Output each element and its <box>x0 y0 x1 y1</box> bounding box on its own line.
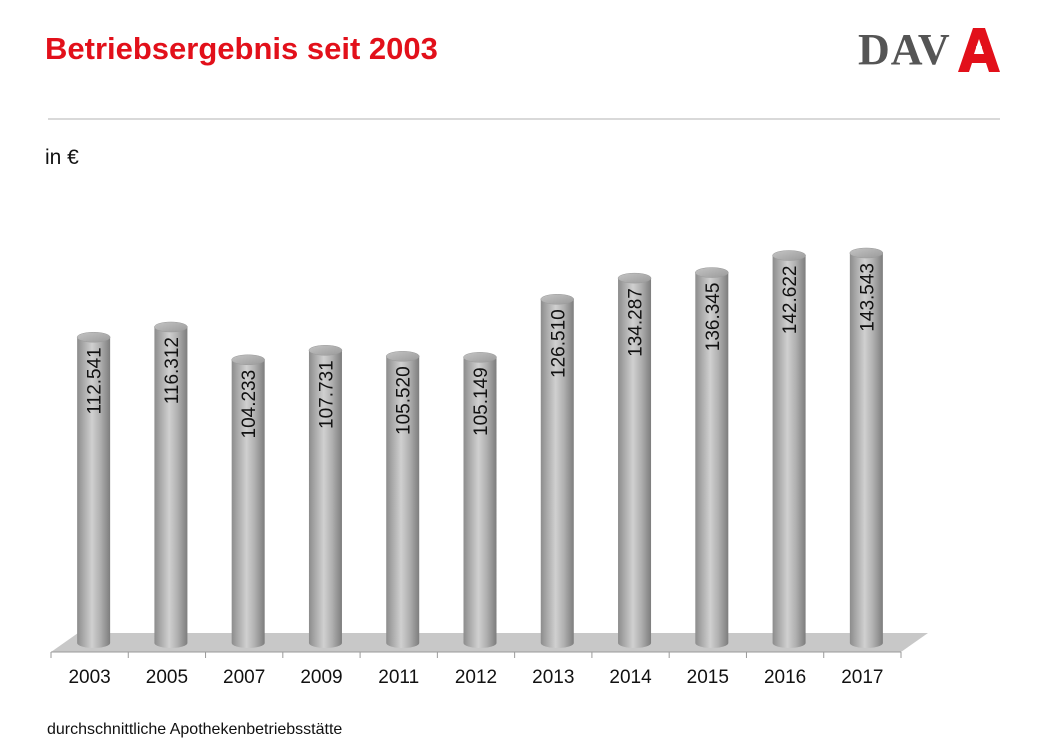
value-label: 126.510 <box>548 309 569 378</box>
bar-body <box>695 272 729 648</box>
bar-2005 <box>154 321 188 648</box>
value-label: 105.520 <box>394 366 415 435</box>
value-label: 136.345 <box>703 283 724 352</box>
footnote: durchschnittliche Apothekenbetriebsstätt… <box>47 721 343 738</box>
value-label: 112.541 <box>85 347 106 414</box>
dav-logo: DAV <box>858 26 1008 78</box>
bar-cap <box>154 321 188 333</box>
category-label: 2005 <box>146 667 188 688</box>
category-label: 2016 <box>764 667 806 688</box>
bar-2013 <box>540 294 575 648</box>
bar-cap <box>385 351 420 362</box>
bar-2003 <box>76 331 111 648</box>
bar-body <box>154 326 188 648</box>
value-label: 142.622 <box>780 266 801 335</box>
category-label: 2013 <box>532 667 574 688</box>
bar-body <box>849 253 883 648</box>
bar-cap <box>695 267 729 278</box>
bar-cap <box>231 354 265 366</box>
category-label: 2014 <box>609 667 652 688</box>
bar-2009 <box>308 345 343 648</box>
bar-cap <box>540 294 575 305</box>
header-divider <box>48 118 1000 120</box>
bar-cap <box>849 247 884 259</box>
category-label: 2011 <box>378 667 419 688</box>
category-label: 2009 <box>300 667 342 688</box>
category-label: 2003 <box>68 667 110 688</box>
unit-label: in € <box>45 146 79 169</box>
bar-body <box>77 337 111 648</box>
bar-body <box>540 299 574 648</box>
apotheke-a-icon <box>958 28 1000 72</box>
category-label: 2007 <box>223 667 265 688</box>
logo-text: DAV <box>858 25 951 74</box>
bar-body <box>231 359 265 648</box>
value-label: 116.312 <box>162 337 183 404</box>
bar-body <box>308 350 342 648</box>
bar-body <box>463 357 497 648</box>
page-title: Betriebsergebnis seit 2003 <box>45 31 438 66</box>
category-label: 2012 <box>455 667 497 688</box>
bar-2012 <box>463 352 497 648</box>
value-label: 104.233 <box>239 370 260 439</box>
bar-cap <box>308 345 343 356</box>
bar-2015 <box>695 267 729 648</box>
bar-2017 <box>849 247 884 648</box>
bar-cap <box>463 352 497 363</box>
value-label: 134.287 <box>626 288 647 357</box>
bar-cap <box>76 331 111 343</box>
value-label: 105.149 <box>471 367 492 436</box>
value-label: 143.543 <box>857 263 878 332</box>
category-label: 2017 <box>841 667 883 688</box>
bar-2016 <box>772 250 806 648</box>
bar-2014 <box>617 272 652 648</box>
bar-cap <box>772 250 806 261</box>
bar-2007 <box>231 354 265 648</box>
bar-2011 <box>385 351 420 648</box>
bar-cap <box>617 272 652 284</box>
bar-body <box>772 255 806 648</box>
category-label: 2015 <box>687 667 729 688</box>
bar-body <box>386 356 420 648</box>
bar-body <box>618 278 652 648</box>
value-label: 107.731 <box>316 360 337 429</box>
